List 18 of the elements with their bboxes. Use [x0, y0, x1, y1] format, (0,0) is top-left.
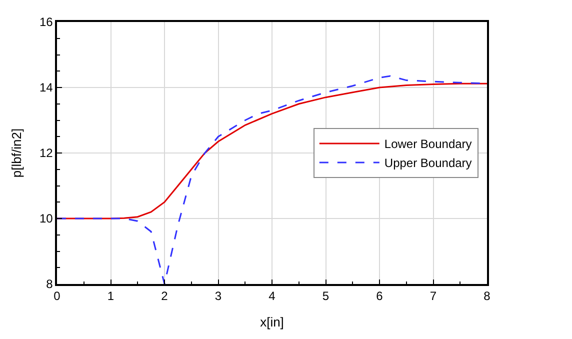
x-tick-label: 7: [430, 289, 437, 304]
y-tick-label: 14: [39, 80, 54, 95]
x-tick-label: 4: [268, 289, 276, 304]
y-axis-title: p[lbf/in2]: [8, 128, 24, 178]
x-tick-label: 1: [107, 289, 114, 304]
y-tick-label: 10: [39, 212, 54, 226]
y-tick-label: 8: [46, 277, 54, 292]
x-tick-label: 0: [54, 289, 61, 304]
x-tick-label: 3: [214, 289, 222, 304]
y-tick-label: 16: [39, 15, 54, 30]
x-tick-label: 5: [322, 289, 330, 304]
y-tick-label: 12: [39, 146, 54, 160]
legend-label: Upper Boundary: [384, 156, 472, 170]
x-tick-label: 6: [376, 289, 384, 304]
x-tick-label: 2: [161, 289, 168, 304]
legend-label: Lower Boundary: [384, 137, 472, 152]
x-axis-title: x[in]: [260, 314, 284, 330]
x-tick-label: 8: [484, 289, 491, 304]
